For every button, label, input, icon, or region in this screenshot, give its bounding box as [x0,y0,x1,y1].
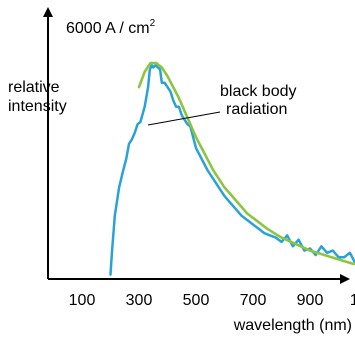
x-tick-label: 700 [240,292,267,309]
black-body-curve [137,61,355,266]
y-top-label: 6000 A / cm2 [66,18,156,37]
annotation-leader [147,111,221,126]
y-top-label-sup: 2 [150,18,156,29]
annotation-line-1: black body [220,83,297,100]
axes [43,7,350,284]
x-tick-label: 500 [183,292,210,309]
x-axis-label: wavelength (nm) [233,317,352,334]
annotation-line-2: radiation [226,101,287,118]
x-tick-label: 300 [126,292,153,309]
series-lines [109,61,355,276]
y-axis-label-line-2: intensity [8,98,67,115]
observed-spectrum-line [109,64,355,276]
x-tick-label: 900 [297,292,324,309]
x-tick-label: 100 [69,292,96,309]
y-axis-label-line-1: relative [8,79,60,96]
x-tick-labels: 100 300 500 700 900 1100 [69,292,355,309]
x-tick-label: 1100 [350,292,355,309]
